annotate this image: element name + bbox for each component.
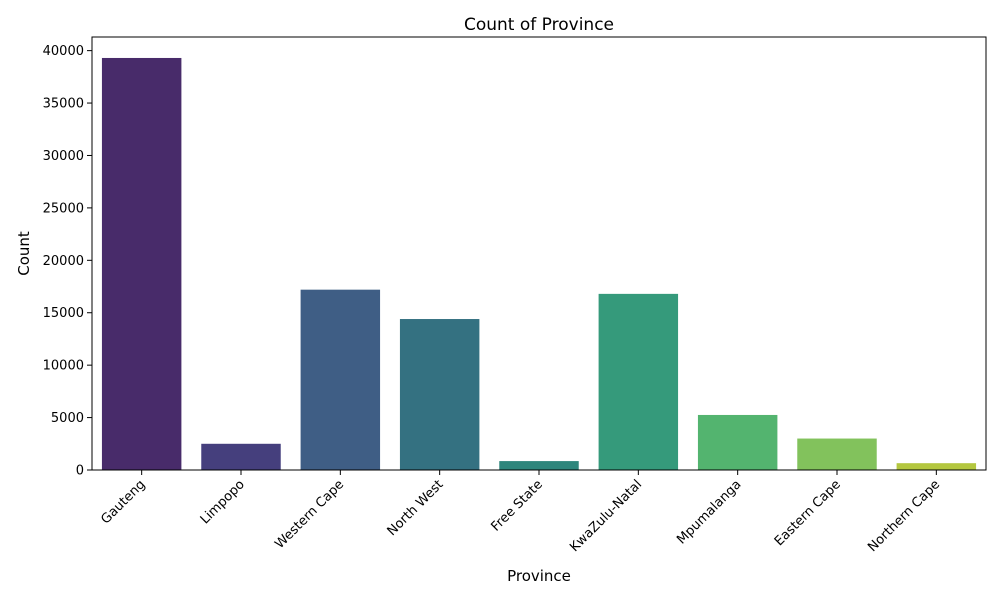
x-tick-label: Free State <box>488 477 545 534</box>
x-tick-label: Northern Cape <box>865 477 943 555</box>
bar-eastern-cape <box>797 438 877 470</box>
bars-group <box>101 57 977 471</box>
x-tick-label: Limpopo <box>198 477 248 527</box>
bar-western-cape <box>300 289 381 470</box>
plot-frame <box>91 36 987 471</box>
y-tick-label: 10000 <box>43 359 84 374</box>
bar-kwazulu-natal <box>598 293 679 470</box>
x-axis-label: Province <box>507 567 571 585</box>
x-tick-label: Mpumalanga <box>674 477 744 547</box>
x-tick-label: North West <box>385 477 447 539</box>
x-tick-label: Eastern Cape <box>772 477 844 549</box>
y-tick-label: 35000 <box>43 97 84 112</box>
bar-limpopo <box>201 443 281 470</box>
bar-north-west <box>399 319 480 470</box>
bar-northern-cape <box>896 463 977 470</box>
y-tick-label: 25000 <box>43 201 84 216</box>
bar-mpumalanga <box>697 414 778 470</box>
x-axis: Gauteng Limpopo Western Cape North West Free… <box>98 470 943 555</box>
y-tick-label: 5000 <box>51 411 84 426</box>
y-axis-label: Count <box>15 231 33 276</box>
y-axis: 0 5000 10000 15000 20000 25000 30000 35000 40000 <box>43 44 92 479</box>
chart-title: Count of Province <box>464 15 614 35</box>
x-tick-label: KwaZulu-Natal <box>567 477 645 555</box>
bar-gauteng <box>101 57 182 471</box>
x-tick-label: Gauteng <box>98 477 148 527</box>
y-tick-label: 0 <box>76 464 84 479</box>
y-tick-label: 15000 <box>43 306 84 321</box>
y-tick-label: 40000 <box>43 44 84 59</box>
y-tick-label: 20000 <box>43 254 84 269</box>
y-tick-label: 30000 <box>43 149 84 164</box>
x-tick-label: Western Cape <box>272 477 347 552</box>
bar-free-state <box>499 461 579 470</box>
